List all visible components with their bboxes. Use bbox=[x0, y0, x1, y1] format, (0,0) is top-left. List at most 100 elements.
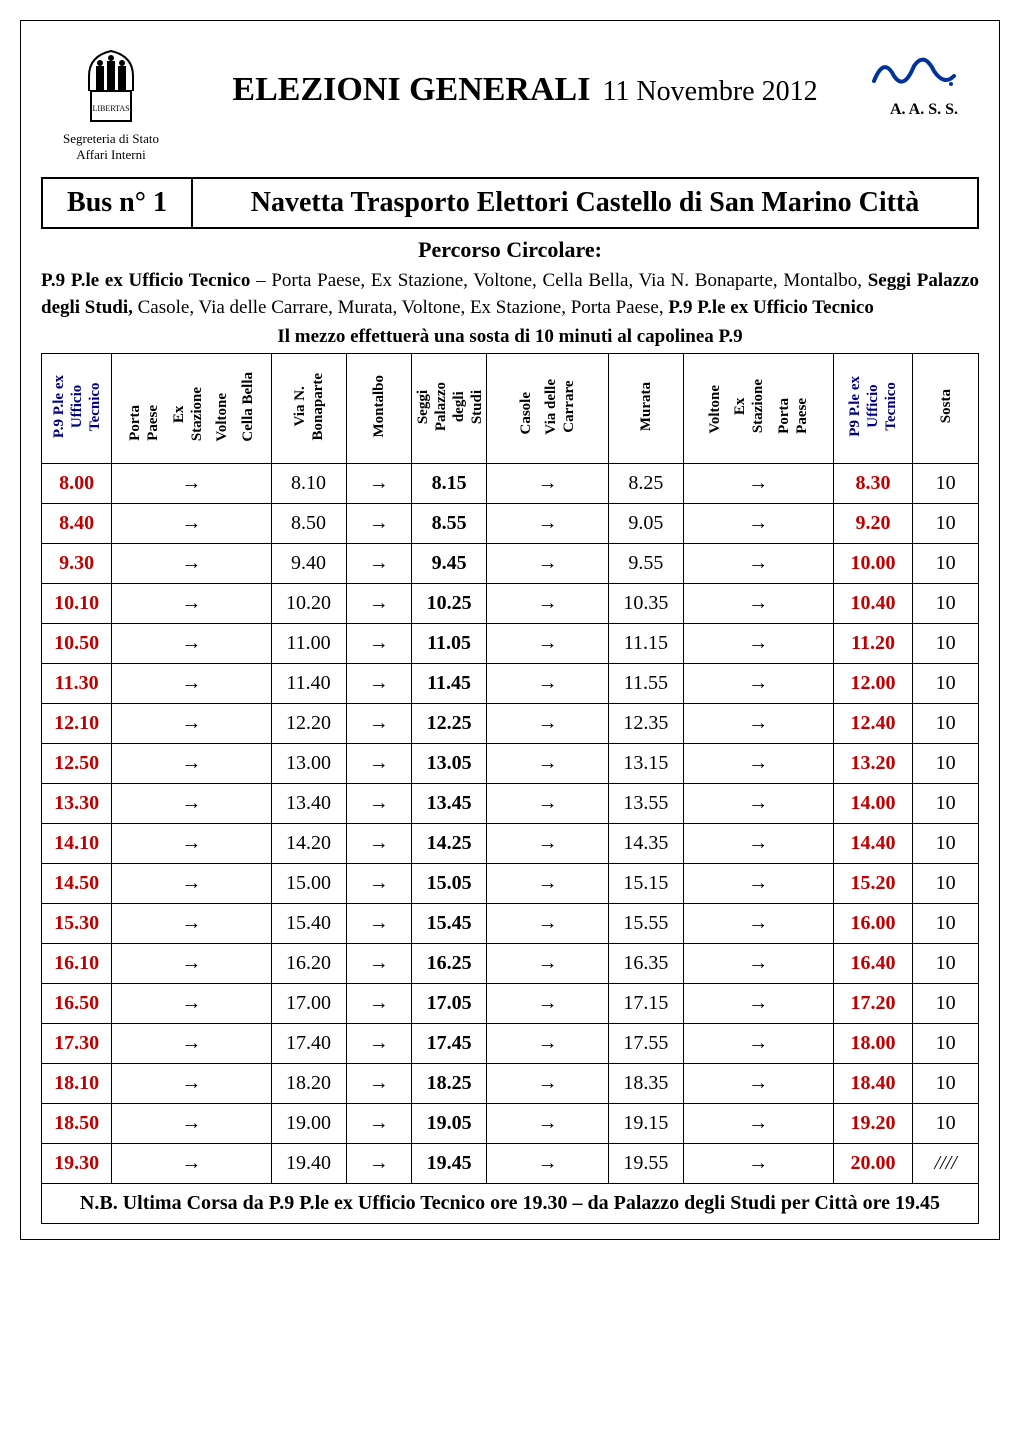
cell-arrow: → bbox=[346, 1064, 412, 1104]
cell-arrow: → bbox=[487, 464, 609, 504]
col-header-via: Via N.Bonaparte bbox=[271, 354, 346, 464]
cell-murata: 16.35 bbox=[608, 944, 683, 984]
table-footer-row: N.B. Ultima Corsa da P.9 P.le ex Ufficio… bbox=[42, 1184, 979, 1224]
cell-arrow: → bbox=[112, 1024, 271, 1064]
cell-sosta: 10 bbox=[913, 784, 979, 824]
cell-arrow: → bbox=[683, 1144, 833, 1184]
cell-arrow: → bbox=[346, 624, 412, 664]
cell-sosta: 10 bbox=[913, 464, 979, 504]
cell-arrow: → bbox=[346, 944, 412, 984]
cell-arrow: → bbox=[346, 1104, 412, 1144]
cell-arrow: → bbox=[683, 504, 833, 544]
cell-seggi: 9.45 bbox=[412, 544, 487, 584]
cell-depart: 8.40 bbox=[42, 504, 112, 544]
cell-via: 10.20 bbox=[271, 584, 346, 624]
table-row: 10.50→11.00→11.05→11.15→11.2010 bbox=[42, 624, 979, 664]
cell-depart: 16.10 bbox=[42, 944, 112, 984]
cell-via: 16.20 bbox=[271, 944, 346, 984]
cell-arrow: → bbox=[683, 944, 833, 984]
bus-header-row: Bus n° 1 Navetta Trasporto Elettori Cast… bbox=[41, 177, 979, 229]
cell-via: 15.00 bbox=[271, 864, 346, 904]
cell-arrow: → bbox=[683, 1064, 833, 1104]
cell-seggi: 14.25 bbox=[412, 824, 487, 864]
table-row: 9.30→9.40→9.45→9.55→10.0010 bbox=[42, 544, 979, 584]
table-row: 13.30→13.40→13.45→13.55→14.0010 bbox=[42, 784, 979, 824]
cell-arrow: → bbox=[112, 784, 271, 824]
cell-sosta: 10 bbox=[913, 864, 979, 904]
cell-depart: 11.30 bbox=[42, 664, 112, 704]
cell-arrive: 16.40 bbox=[833, 944, 913, 984]
cell-arrive: 12.40 bbox=[833, 704, 913, 744]
cell-arrive: 10.40 bbox=[833, 584, 913, 624]
cell-arrow: → bbox=[487, 944, 609, 984]
cell-arrow: → bbox=[112, 864, 271, 904]
cell-seggi: 19.45 bbox=[412, 1144, 487, 1184]
cell-arrow: → bbox=[487, 824, 609, 864]
cell-arrow: → bbox=[112, 944, 271, 984]
aass-label: A. A. S. S. bbox=[869, 101, 979, 119]
cell-depart: 14.10 bbox=[42, 824, 112, 864]
cell-arrow: → bbox=[487, 624, 609, 664]
cell-seggi: 18.25 bbox=[412, 1064, 487, 1104]
table-row: 12.10→12.20→12.25→12.35→12.4010 bbox=[42, 704, 979, 744]
cell-via: 13.00 bbox=[271, 744, 346, 784]
cell-arrow: → bbox=[683, 904, 833, 944]
cell-arrow: → bbox=[112, 984, 271, 1024]
table-row: 14.10→14.20→14.25→14.35→14.4010 bbox=[42, 824, 979, 864]
cell-depart: 18.10 bbox=[42, 1064, 112, 1104]
cell-arrow: → bbox=[346, 704, 412, 744]
cell-arrow: → bbox=[683, 584, 833, 624]
bus-title: Navetta Trasporto Elettori Castello di S… bbox=[193, 179, 977, 227]
cell-arrow: → bbox=[346, 664, 412, 704]
cell-arrow: → bbox=[683, 824, 833, 864]
cell-arrow: → bbox=[346, 544, 412, 584]
cell-depart: 12.50 bbox=[42, 744, 112, 784]
signature-icon bbox=[869, 46, 959, 96]
table-row: 14.50→15.00→15.05→15.15→15.2010 bbox=[42, 864, 979, 904]
col-header-seggi: SeggiPalazzodegliStudi bbox=[412, 354, 487, 464]
footer-note: N.B. Ultima Corsa da P.9 P.le ex Ufficio… bbox=[42, 1184, 979, 1224]
table-row: 11.30→11.40→11.45→11.55→12.0010 bbox=[42, 664, 979, 704]
page-container: LIBERTAS Segreteria di Stato Affari Inte… bbox=[20, 20, 1000, 1240]
cell-arrow: → bbox=[683, 1024, 833, 1064]
main-date: 11 Novembre 2012 bbox=[602, 76, 817, 107]
cell-arrive: 9.20 bbox=[833, 504, 913, 544]
cell-seggi: 15.45 bbox=[412, 904, 487, 944]
col-header-montalbo: Montalbo bbox=[346, 354, 412, 464]
cell-arrow: → bbox=[112, 504, 271, 544]
table-row: 17.30→17.40→17.45→17.55→18.0010 bbox=[42, 1024, 979, 1064]
cell-arrow: → bbox=[487, 544, 609, 584]
cell-arrow: → bbox=[346, 504, 412, 544]
cell-seggi: 13.05 bbox=[412, 744, 487, 784]
cell-murata: 19.55 bbox=[608, 1144, 683, 1184]
bus-number: Bus n° 1 bbox=[43, 179, 193, 227]
route-description: P.9 P.le ex Ufficio Tecnico – Porta Paes… bbox=[41, 268, 979, 321]
table-row: 18.10→18.20→18.25→18.35→18.4010 bbox=[42, 1064, 979, 1104]
cell-depart: 16.50 bbox=[42, 984, 112, 1024]
cell-arrow: → bbox=[112, 624, 271, 664]
cell-via: 17.00 bbox=[271, 984, 346, 1024]
cell-arrow: → bbox=[346, 744, 412, 784]
cell-via: 9.40 bbox=[271, 544, 346, 584]
col-header-depart: P.9 P.le exUfficioTecnico bbox=[42, 354, 112, 464]
cell-arrow: → bbox=[346, 1144, 412, 1184]
cell-via: 12.20 bbox=[271, 704, 346, 744]
cell-depart: 14.50 bbox=[42, 864, 112, 904]
col-header-sosta: Sosta bbox=[913, 354, 979, 464]
cell-arrow: → bbox=[487, 1064, 609, 1104]
mezzo-note: Il mezzo effettuerà una sosta di 10 minu… bbox=[41, 326, 979, 348]
cell-seggi: 19.05 bbox=[412, 1104, 487, 1144]
header-left: LIBERTAS Segreteria di Stato Affari Inte… bbox=[41, 36, 181, 162]
table-row: 19.30→19.40→19.45→19.55→20.00//// bbox=[42, 1144, 979, 1184]
cell-depart: 8.00 bbox=[42, 464, 112, 504]
cell-arrive: 16.00 bbox=[833, 904, 913, 944]
cell-arrow: → bbox=[683, 664, 833, 704]
cell-sosta: 10 bbox=[913, 984, 979, 1024]
cell-arrow: → bbox=[487, 784, 609, 824]
cell-arrow: → bbox=[487, 584, 609, 624]
cell-arrow: → bbox=[112, 904, 271, 944]
cell-arrow: → bbox=[346, 1024, 412, 1064]
header-center: ELEZIONI GENERALI 11 Novembre 2012 bbox=[181, 36, 869, 109]
cell-arrive: 18.40 bbox=[833, 1064, 913, 1104]
cell-arrow: → bbox=[112, 1144, 271, 1184]
